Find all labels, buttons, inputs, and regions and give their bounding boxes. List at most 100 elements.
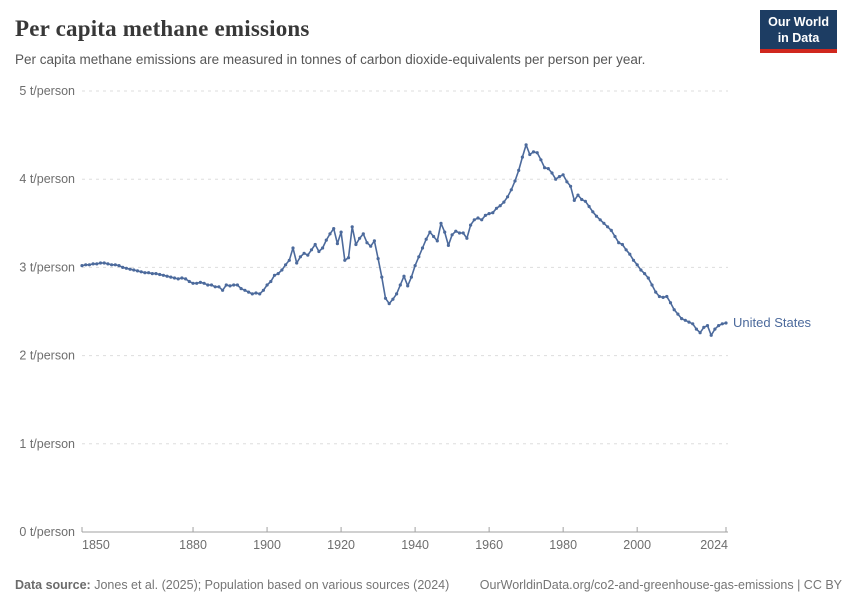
data-point-marker[interactable] [80, 264, 84, 268]
data-point-marker[interactable] [417, 255, 421, 259]
data-point-marker[interactable] [520, 155, 525, 159]
data-point-marker[interactable] [87, 263, 91, 267]
data-point-marker[interactable] [250, 292, 254, 296]
data-point-marker[interactable] [602, 221, 606, 225]
data-point-marker[interactable] [631, 258, 636, 262]
data-point-marker[interactable] [428, 230, 432, 234]
data-point-marker[interactable] [387, 302, 391, 306]
data-point-marker[interactable] [509, 188, 513, 192]
data-point-marker[interactable] [276, 272, 280, 276]
data-point-marker[interactable] [580, 197, 584, 202]
data-point-marker[interactable] [332, 227, 336, 231]
data-point-marker[interactable] [465, 236, 469, 240]
data-point-marker[interactable] [376, 257, 380, 261]
data-point-marker[interactable] [235, 283, 239, 287]
data-point-marker[interactable] [480, 218, 484, 222]
data-point-marker[interactable] [84, 263, 88, 267]
data-point-marker[interactable] [594, 214, 599, 218]
data-point-marker[interactable] [524, 143, 528, 147]
data-point-marker[interactable] [110, 263, 114, 267]
data-point-marker[interactable] [506, 195, 510, 199]
data-point-marker[interactable] [232, 283, 236, 287]
data-point-marker[interactable] [461, 231, 465, 235]
data-point-marker[interactable] [720, 322, 724, 326]
data-point-marker[interactable] [494, 206, 499, 210]
data-point-marker[interactable] [657, 294, 662, 299]
data-point-marker[interactable] [135, 269, 140, 273]
data-point-marker[interactable] [176, 277, 180, 281]
data-point-marker[interactable] [321, 246, 325, 250]
data-point-marker[interactable] [372, 239, 376, 243]
data-point-marker[interactable] [187, 279, 191, 284]
data-point-marker[interactable] [406, 284, 410, 288]
data-point-marker[interactable] [694, 327, 699, 331]
data-point-marker[interactable] [150, 272, 154, 276]
data-point-marker[interactable] [395, 292, 399, 296]
data-point-marker[interactable] [576, 193, 580, 197]
owid-logo[interactable]: Our World in Data [760, 10, 837, 54]
data-point-marker[interactable] [143, 271, 147, 275]
data-point-marker[interactable] [102, 261, 106, 265]
data-point-marker[interactable] [154, 272, 158, 276]
data-point-marker[interactable] [550, 171, 554, 175]
data-point-marker[interactable] [443, 230, 447, 234]
data-point-marker[interactable] [113, 263, 117, 267]
data-point-marker[interactable] [221, 288, 225, 292]
data-point-marker[interactable] [354, 242, 358, 247]
data-point-marker[interactable] [161, 273, 165, 277]
data-point-marker[interactable] [650, 283, 654, 287]
data-point-marker[interactable] [243, 288, 247, 292]
data-point-marker[interactable] [639, 268, 643, 272]
data-point-marker[interactable] [598, 218, 602, 222]
data-point-marker[interactable] [439, 221, 443, 225]
data-point-marker[interactable] [539, 158, 543, 162]
data-point-marker[interactable] [228, 284, 232, 288]
data-point-marker[interactable] [217, 285, 221, 289]
data-point-marker[interactable] [402, 274, 406, 278]
data-point-marker[interactable] [239, 287, 243, 291]
data-point-marker[interactable] [446, 243, 450, 247]
data-point-marker[interactable] [517, 168, 521, 172]
data-point-marker[interactable] [132, 268, 136, 272]
data-point-marker[interactable] [291, 246, 295, 250]
data-point-marker[interactable] [554, 177, 558, 181]
data-point-marker[interactable] [420, 246, 425, 250]
data-point-marker[interactable] [620, 242, 625, 247]
data-point-marker[interactable] [483, 213, 487, 217]
data-point-marker[interactable] [272, 273, 277, 277]
data-point-marker[interactable] [224, 283, 228, 287]
data-point-marker[interactable] [409, 275, 413, 279]
data-point-marker[interactable] [628, 252, 632, 256]
data-point-marker[interactable] [324, 238, 328, 242]
data-point-marker[interactable] [328, 232, 332, 236]
data-point-marker[interactable] [613, 234, 617, 239]
data-point-marker[interactable] [91, 262, 95, 266]
data-point-marker[interactable] [124, 266, 128, 270]
data-point-marker[interactable] [702, 325, 706, 329]
data-point-marker[interactable] [691, 322, 695, 326]
owid-citation-link[interactable]: OurWorldinData.org/co2-and-greenhouse-ga… [479, 578, 842, 592]
data-point-marker[interactable] [383, 296, 388, 300]
data-point-marker[interactable] [172, 276, 177, 280]
data-point-marker[interactable] [624, 248, 628, 252]
data-point-marker[interactable] [335, 242, 339, 246]
data-point-marker[interactable] [358, 236, 362, 240]
data-point-marker[interactable] [398, 283, 402, 287]
data-point-marker[interactable] [339, 230, 343, 234]
data-point-marker[interactable] [643, 272, 647, 276]
data-point-marker[interactable] [309, 248, 314, 252]
data-point-marker[interactable] [646, 276, 650, 280]
data-point-marker[interactable] [498, 204, 502, 208]
data-point-marker[interactable] [169, 275, 173, 279]
data-point-marker[interactable] [502, 200, 506, 204]
data-point-marker[interactable] [432, 234, 436, 239]
data-point-marker[interactable] [698, 331, 702, 335]
data-point-marker[interactable] [668, 301, 673, 305]
data-point-marker[interactable] [413, 264, 417, 268]
data-point-marker[interactable] [361, 232, 365, 236]
data-point-marker[interactable] [287, 258, 291, 262]
data-point-marker[interactable] [165, 274, 169, 278]
line-series-united-states[interactable] [80, 143, 728, 337]
data-point-marker[interactable] [106, 262, 110, 266]
